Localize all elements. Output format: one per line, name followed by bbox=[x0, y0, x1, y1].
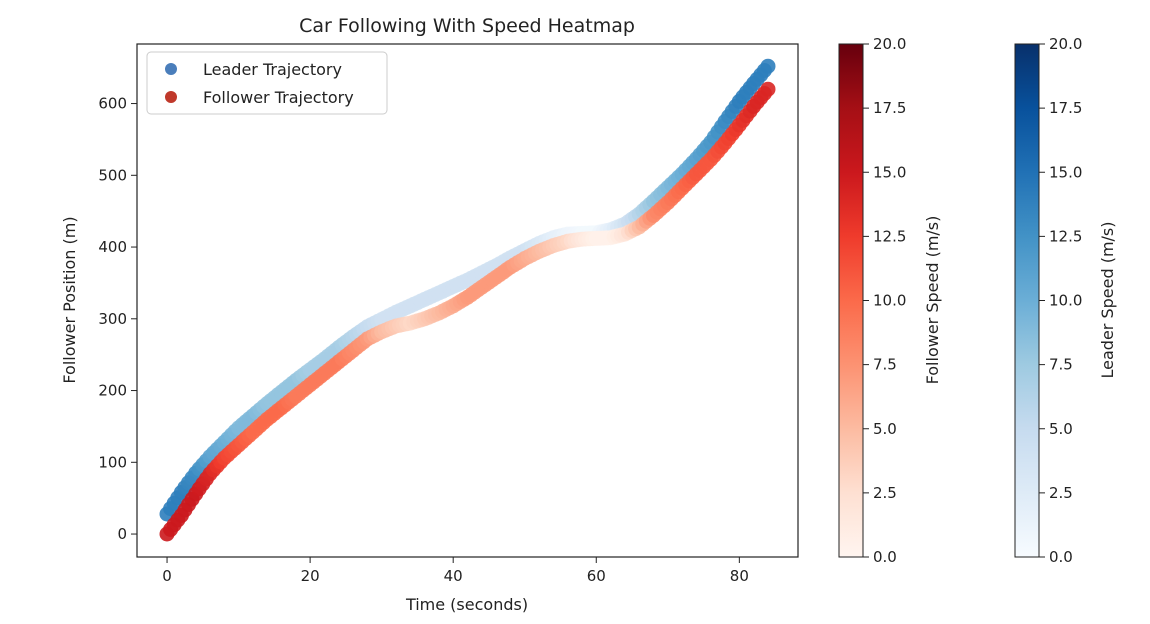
y-tick-label: 0 bbox=[117, 525, 127, 543]
plot-area-frame bbox=[136, 43, 799, 558]
legend-marker-leader bbox=[165, 63, 177, 75]
y-axis-ticks: 0 100 200 300 400 500 600 bbox=[98, 95, 137, 543]
x-axis-ticks: 0 20 40 60 80 bbox=[162, 557, 749, 585]
y-axis-label: Follower Position (m) bbox=[60, 216, 79, 383]
y-tick-label: 600 bbox=[98, 95, 127, 113]
colorbar-tick-label: 15.0 bbox=[1049, 163, 1082, 181]
x-tick-label: 60 bbox=[587, 567, 606, 585]
colorbar-follower-ticks: 0.0 2.5 5.0 7.5 10.0 12.5 15.0 17.5 20.0 bbox=[863, 35, 906, 566]
y-tick-label: 500 bbox=[98, 166, 127, 184]
y-tick-label: 100 bbox=[98, 453, 127, 471]
legend-box bbox=[146, 51, 388, 115]
colorbar-leader-label: Leader Speed (m/s) bbox=[1098, 222, 1117, 379]
colorbar-follower: 0.0 2.5 5.0 7.5 10.0 12.5 15.0 17.5 20.0 Followe… bbox=[838, 35, 942, 566]
colorbar-tick-label: 20.0 bbox=[1049, 35, 1082, 53]
colorbar-tick-label: 7.5 bbox=[1049, 356, 1073, 374]
legend: Leader Trajectory Follower Trajectory bbox=[146, 51, 388, 115]
colorbar-tick-label: 20.0 bbox=[873, 35, 906, 53]
colorbar-tick-label: 15.0 bbox=[873, 163, 906, 181]
colorbar-tick-label: 5.0 bbox=[873, 420, 897, 438]
colorbar-follower-label: Follower Speed (m/s) bbox=[923, 216, 942, 385]
x-tick-label: 20 bbox=[301, 567, 320, 585]
colorbar-tick-label: 2.5 bbox=[873, 484, 897, 502]
colorbar-tick-label: 17.5 bbox=[873, 99, 906, 117]
scatter-point-follower bbox=[760, 81, 776, 97]
x-tick-label: 80 bbox=[730, 567, 749, 585]
colorbar-tick-label: 7.5 bbox=[873, 356, 897, 374]
chart-title: Car Following With Speed Heatmap bbox=[299, 15, 635, 37]
colorbar-tick-label: 0.0 bbox=[873, 548, 897, 566]
colorbar-leader: 0.0 2.5 5.0 7.5 10.0 12.5 15.0 17.5 20.0 Leader … bbox=[1014, 35, 1117, 566]
y-tick-label: 400 bbox=[98, 238, 127, 256]
x-axis-label: Time (seconds) bbox=[405, 595, 528, 614]
colorbar-leader-ticks: 0.0 2.5 5.0 7.5 10.0 12.5 15.0 17.5 20.0 bbox=[1039, 35, 1082, 566]
colorbar-follower-gradient bbox=[838, 43, 864, 558]
colorbar-tick-label: 12.5 bbox=[1049, 227, 1082, 245]
colorbar-tick-label: 2.5 bbox=[1049, 484, 1073, 502]
colorbar-tick-label: 12.5 bbox=[873, 227, 906, 245]
legend-label-follower: Follower Trajectory bbox=[203, 88, 354, 107]
colorbar-tick-label: 10.0 bbox=[1049, 292, 1082, 310]
colorbar-tick-label: 10.0 bbox=[873, 292, 906, 310]
colorbar-leader-gradient bbox=[1014, 43, 1040, 558]
scatter-point-leader bbox=[760, 58, 776, 74]
y-tick-label: 200 bbox=[98, 382, 127, 400]
y-tick-label: 300 bbox=[98, 310, 127, 328]
colorbar-tick-label: 5.0 bbox=[1049, 420, 1073, 438]
legend-label-leader: Leader Trajectory bbox=[203, 60, 342, 79]
x-tick-label: 40 bbox=[444, 567, 463, 585]
scatter-points bbox=[159, 58, 776, 542]
x-tick-label: 0 bbox=[162, 567, 172, 585]
colorbar-tick-label: 17.5 bbox=[1049, 99, 1082, 117]
colorbar-tick-label: 0.0 bbox=[1049, 548, 1073, 566]
legend-marker-follower bbox=[165, 91, 177, 103]
